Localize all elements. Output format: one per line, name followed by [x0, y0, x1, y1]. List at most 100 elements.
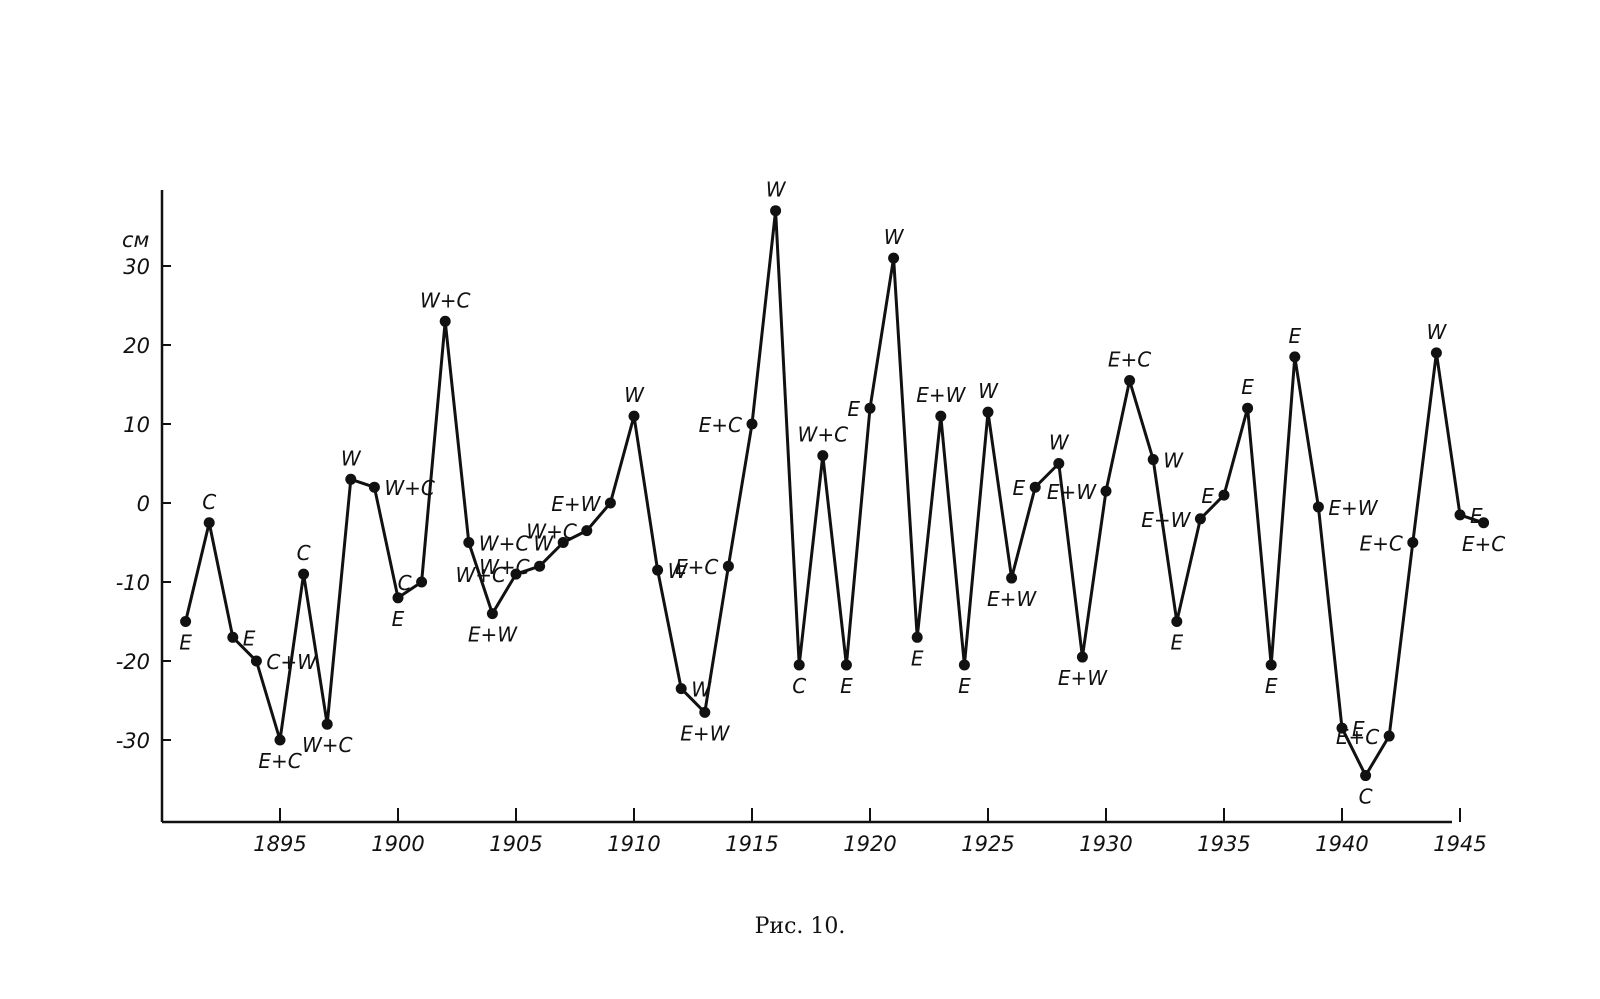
data-point-label: E: [1241, 375, 1254, 399]
data-point: [1147, 454, 1159, 466]
y-tick-label: 10: [123, 413, 150, 437]
data-point-label: E: [1201, 484, 1214, 508]
data-point-label: C+W: [266, 650, 318, 674]
data-point-label: E: [243, 626, 256, 650]
data-point-label: W+C: [384, 476, 435, 500]
x-tick-label: 1910: [607, 832, 660, 856]
y-tick-label: -10: [116, 571, 150, 595]
data-point-label: E: [911, 646, 924, 670]
data-point: [1454, 509, 1466, 521]
data-point: [1006, 572, 1018, 584]
data-point-label: E: [1265, 674, 1278, 698]
data-point: [1053, 458, 1065, 469]
data-point: [298, 568, 310, 580]
data-point-label: W+C: [302, 733, 353, 757]
data-point: [368, 481, 380, 493]
data-point-label: W: [1163, 449, 1184, 473]
data-point-label: W+C: [526, 520, 577, 544]
data-point-label: E+W: [1141, 508, 1191, 532]
data-point: [1336, 722, 1348, 734]
y-tick-label: -20: [116, 650, 150, 674]
data-point: [817, 450, 829, 462]
data-point-label: W: [1049, 431, 1070, 455]
y-tick-label: 0: [137, 492, 150, 516]
axes: см: [122, 190, 1452, 824]
data-point-label: C: [398, 571, 412, 595]
data-point: [958, 659, 970, 671]
data-point-label: E+W: [987, 587, 1037, 611]
data-point-label: E+W: [1047, 480, 1097, 504]
data-point: [722, 560, 734, 572]
data-point: [888, 252, 900, 264]
data-point: [840, 659, 852, 671]
x-tick-label: 1905: [489, 832, 542, 856]
data-point: [1430, 347, 1442, 359]
data-point: [345, 473, 357, 485]
data-point: [392, 592, 404, 604]
data-point: [321, 718, 333, 730]
data-point-label: W+C: [479, 532, 530, 556]
data-point-label: E: [1288, 324, 1301, 348]
data-point-label: E: [1352, 717, 1365, 741]
data-point: [982, 406, 994, 418]
data-point: [628, 410, 640, 422]
data-point-label: E+C: [1462, 532, 1505, 556]
y-tick-label: -30: [116, 729, 150, 753]
y-unit-label: см: [122, 228, 150, 252]
data-point: [1360, 770, 1372, 782]
data-point-label: E+C: [675, 555, 718, 579]
data-point-label: E: [1170, 631, 1183, 655]
data-point: [1312, 501, 1324, 513]
data-point: [1478, 517, 1490, 529]
data-point-label: W+C: [456, 563, 507, 587]
data-point: [675, 683, 687, 695]
data-point: [439, 315, 451, 327]
data-point-label: W: [624, 383, 645, 407]
x-tick-label: 1945: [1433, 832, 1486, 856]
data-point: [416, 576, 428, 588]
data-point: [1289, 351, 1301, 363]
figure-caption: Рис. 10.: [754, 914, 846, 939]
data-point-label: W: [668, 559, 689, 583]
data-point-label: W+C: [479, 555, 530, 579]
data-point: [1383, 730, 1395, 742]
data-point-label: W: [1427, 320, 1448, 344]
x-tick-label: 1920: [843, 832, 896, 856]
data-point: [1076, 651, 1088, 663]
data-point-label: E+W: [468, 623, 518, 647]
data-point-label: W: [533, 532, 554, 556]
data-point: [1194, 513, 1206, 525]
ticks: 30 20 10 0 -10 -20 -30 1895 1900 1905 1910 1915 1920…: [116, 255, 1487, 856]
data-point-label: E+C: [1108, 348, 1151, 372]
x-tick-label: 1930: [1079, 832, 1132, 856]
data-point: [935, 410, 947, 422]
data-point: [534, 560, 546, 572]
data-point: [1124, 375, 1136, 387]
data-point: [1242, 402, 1254, 414]
y-tick-label: 20: [123, 334, 150, 358]
data-point-label: C: [1359, 785, 1373, 809]
data-point-label: E: [847, 397, 860, 421]
data-point: [699, 706, 711, 718]
data-point: [227, 631, 239, 643]
data-point-label: E+C: [258, 749, 301, 773]
data-point-label: E+W: [1328, 496, 1378, 520]
data-point-label: E+W: [551, 492, 601, 516]
data-point: [770, 205, 782, 217]
data-point-label: E: [179, 631, 192, 655]
data-point: [486, 608, 498, 620]
y-tick-label: 30: [123, 255, 150, 279]
series-line: [184, 209, 1485, 777]
data-point: [911, 631, 923, 643]
data-point-label: W: [884, 225, 905, 249]
data-point-label: E+C: [1336, 725, 1379, 749]
data-point-label: E+W: [1058, 666, 1108, 690]
plot-area: ECEC+WE+CCW+CWW+CECW+CW+CE+WW+CW+CWW+CE+…: [179, 178, 1505, 809]
data-point: [604, 497, 616, 509]
data-point: [581, 525, 593, 537]
x-tick-label: 1925: [961, 832, 1014, 856]
data-point: [1218, 489, 1230, 501]
data-point: [793, 659, 805, 671]
data-point: [652, 564, 664, 576]
